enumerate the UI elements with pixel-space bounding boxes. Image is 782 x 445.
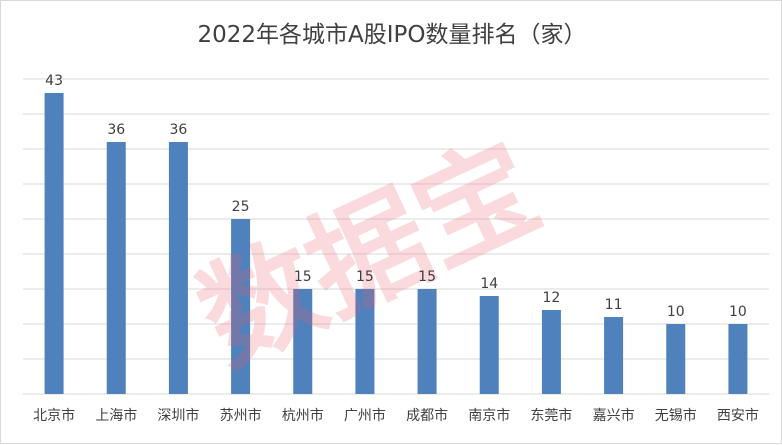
bars (44, 93, 748, 394)
data-labels: 43 36 36 25 15 15 15 14 12 11 10 10 (45, 73, 747, 320)
data-label-8: 14 (480, 276, 498, 292)
data-label-12: 10 (729, 304, 747, 320)
bar-1 (44, 93, 64, 394)
bar-7 (417, 289, 437, 394)
data-label-1: 43 (45, 73, 63, 89)
x-tick-label-5: 杭州市 (282, 407, 324, 424)
bar-3 (168, 142, 188, 394)
x-tick-label-2: 上海市 (95, 407, 137, 424)
data-label-4: 25 (232, 199, 250, 215)
data-label-9: 12 (543, 290, 561, 306)
bar-11 (666, 324, 686, 394)
bar-10 (604, 317, 624, 394)
x-tick-label-6: 广州市 (344, 407, 386, 424)
x-tick-label-3: 深圳市 (157, 407, 199, 424)
x-tick-label-7: 成都市 (406, 407, 448, 424)
data-label-5: 15 (294, 269, 312, 285)
bar-4 (231, 219, 251, 394)
data-label-7: 15 (418, 269, 436, 285)
bar-9 (541, 310, 561, 394)
x-tick-label-8: 南京市 (468, 407, 510, 424)
chart-title: 2022年各城市A股IPO数量排名（家） (197, 22, 587, 48)
data-label-6: 15 (356, 269, 374, 285)
data-label-2: 36 (107, 122, 125, 138)
bar-12 (728, 324, 748, 394)
x-tick-label-11: 无锡市 (655, 407, 697, 424)
data-label-11: 10 (667, 304, 685, 320)
x-tick-label-12: 西安市 (717, 407, 759, 424)
data-label-10: 11 (605, 297, 623, 313)
x-tick-label-10: 嘉兴市 (593, 407, 635, 424)
data-label-3: 36 (170, 122, 188, 138)
bar-8 (479, 296, 499, 394)
x-tick-label-1: 北京市 (33, 407, 75, 424)
x-axis-tick-labels: 北京市 上海市 深圳市 苏州市 杭州市 广州市 成都市 南京市 东莞市 嘉兴市 无锡市 西安市 (33, 407, 759, 424)
gridlines (23, 78, 769, 395)
bar-6 (355, 289, 375, 394)
bar-5 (293, 289, 313, 394)
bar-2 (106, 142, 126, 394)
x-tick-label-9: 东莞市 (530, 407, 572, 424)
x-tick-label-4: 苏州市 (220, 407, 262, 424)
